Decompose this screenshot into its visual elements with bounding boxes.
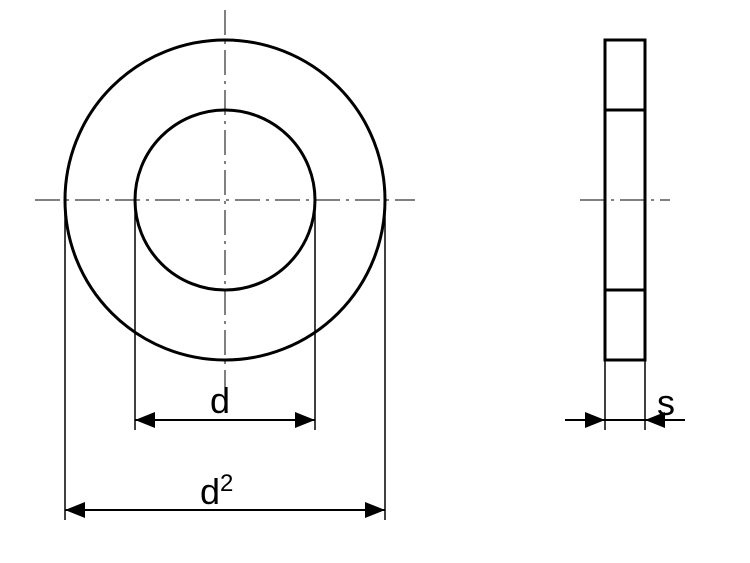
side-view: [580, 40, 670, 360]
label-s: s: [657, 382, 675, 424]
technical-drawing: [0, 0, 750, 563]
label-d: d: [210, 380, 230, 422]
label-d2: d2: [200, 470, 233, 513]
front-view: [35, 10, 415, 390]
